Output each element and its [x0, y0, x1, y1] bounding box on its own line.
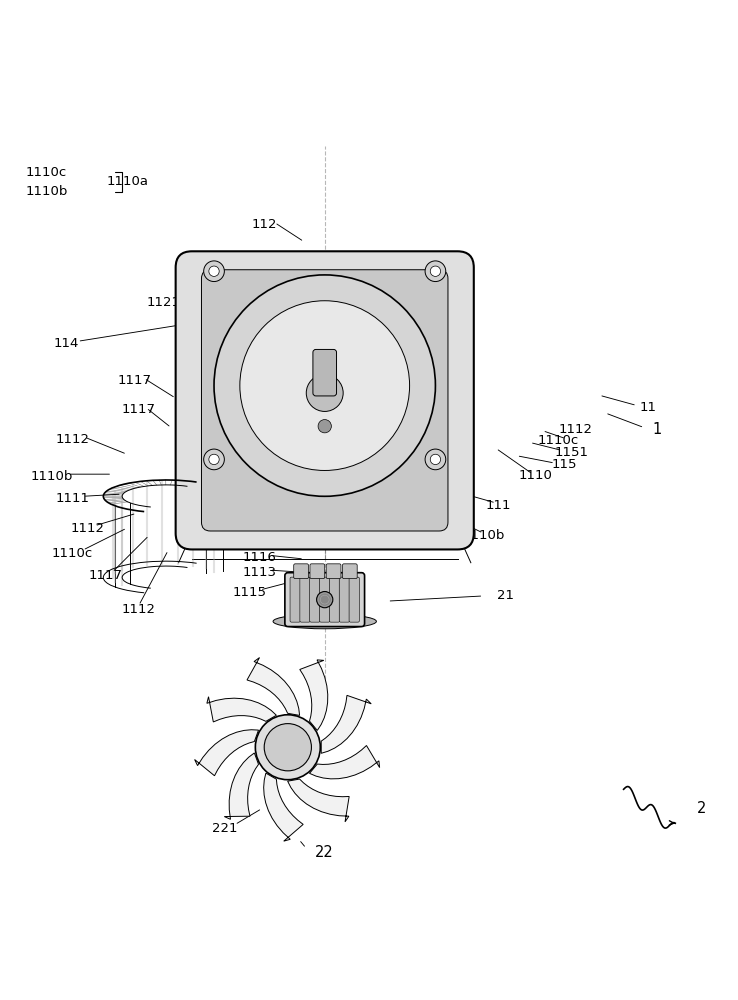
Text: 1112: 1112 [122, 603, 156, 616]
Polygon shape [224, 753, 258, 819]
FancyBboxPatch shape [176, 251, 474, 549]
Text: 1151: 1151 [555, 446, 589, 459]
Text: 1111: 1111 [55, 492, 89, 505]
Text: 114: 114 [54, 337, 79, 350]
Polygon shape [263, 773, 303, 841]
FancyBboxPatch shape [342, 564, 357, 579]
Text: 115: 115 [552, 458, 577, 471]
FancyBboxPatch shape [201, 270, 448, 531]
Text: 1113: 1113 [243, 566, 277, 579]
Circle shape [264, 724, 311, 771]
Polygon shape [207, 697, 277, 722]
Circle shape [204, 449, 224, 470]
Text: 111: 111 [486, 499, 511, 512]
Text: 1110c: 1110c [538, 434, 579, 447]
Text: 1121: 1121 [147, 296, 181, 309]
Text: 1117: 1117 [118, 374, 152, 387]
Text: 1110: 1110 [518, 469, 552, 482]
Circle shape [425, 449, 446, 470]
Text: 113: 113 [429, 251, 454, 264]
Text: 1117: 1117 [89, 569, 123, 582]
Circle shape [430, 266, 441, 276]
Polygon shape [309, 746, 379, 779]
Text: 1112: 1112 [559, 423, 593, 436]
Text: 22: 22 [315, 845, 334, 860]
FancyBboxPatch shape [320, 577, 330, 622]
FancyBboxPatch shape [349, 577, 359, 622]
FancyBboxPatch shape [285, 573, 365, 627]
FancyBboxPatch shape [313, 349, 337, 396]
Polygon shape [195, 730, 258, 776]
Text: 1117: 1117 [122, 403, 156, 416]
Circle shape [425, 261, 446, 282]
FancyBboxPatch shape [310, 577, 320, 622]
Polygon shape [321, 695, 371, 753]
Text: 1116: 1116 [243, 551, 277, 564]
FancyBboxPatch shape [339, 577, 350, 622]
Circle shape [318, 420, 331, 433]
Text: 112: 112 [252, 218, 277, 231]
FancyBboxPatch shape [300, 577, 310, 622]
Text: 1112: 1112 [191, 423, 225, 436]
FancyBboxPatch shape [329, 577, 339, 622]
FancyBboxPatch shape [310, 564, 325, 579]
Circle shape [255, 715, 320, 780]
Text: 1: 1 [652, 422, 661, 437]
Circle shape [240, 301, 410, 470]
Text: 1110c: 1110c [26, 166, 67, 179]
Ellipse shape [306, 375, 343, 411]
Text: 11: 11 [639, 401, 657, 414]
Text: 221: 221 [213, 822, 238, 835]
Ellipse shape [317, 592, 333, 608]
Circle shape [214, 275, 435, 496]
Text: 1110c: 1110c [52, 547, 93, 560]
Circle shape [430, 454, 441, 465]
Text: 1114: 1114 [243, 536, 277, 549]
Text: 1110b: 1110b [25, 185, 68, 198]
Text: 1110b: 1110b [462, 529, 505, 542]
Text: 1112: 1112 [70, 522, 104, 535]
Text: 1115: 1115 [232, 586, 266, 599]
Circle shape [209, 266, 219, 276]
Polygon shape [288, 779, 349, 822]
Circle shape [209, 454, 219, 465]
FancyBboxPatch shape [294, 564, 308, 579]
Text: 1151: 1151 [181, 451, 215, 464]
FancyBboxPatch shape [290, 577, 300, 622]
Text: 1110b: 1110b [30, 470, 73, 483]
Text: 1112: 1112 [55, 433, 89, 446]
Polygon shape [247, 658, 300, 715]
Circle shape [204, 261, 224, 282]
Text: 1110a: 1110a [107, 175, 148, 188]
Polygon shape [300, 660, 328, 730]
Ellipse shape [273, 614, 376, 629]
FancyBboxPatch shape [326, 564, 341, 579]
Text: 1111: 1111 [207, 437, 241, 450]
Text: 2: 2 [697, 801, 706, 816]
Text: 21: 21 [497, 589, 514, 602]
